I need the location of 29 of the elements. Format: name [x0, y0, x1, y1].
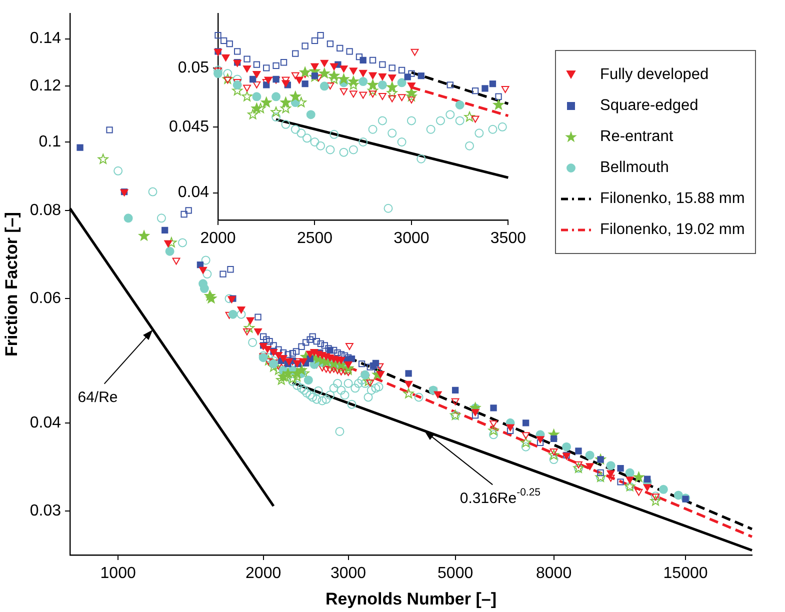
x-tick-label: 3500: [490, 230, 526, 248]
x-tick-label: 2000: [246, 565, 282, 582]
x-tick-label: 1000: [100, 565, 136, 582]
x-tick-label: 15000: [663, 565, 708, 582]
y-tick-label: 0.05: [178, 59, 210, 76]
y-tick-label: 0.12: [30, 77, 62, 94]
legend-label: Bellmouth: [600, 158, 669, 176]
legend-label: Square-edged: [600, 96, 698, 114]
x-tick-label: 3000: [330, 565, 366, 582]
legend-label: Filonenko, 15.88 mm: [600, 190, 745, 208]
annotation: 64/Re: [78, 388, 118, 406]
x-tick-label: 8000: [536, 565, 572, 582]
y-tick-label: 0.08: [30, 202, 62, 219]
legend-label: Fully developed: [600, 66, 709, 84]
y-tick-label: 0.06: [30, 290, 62, 308]
y-tick-label: 0.1: [38, 133, 62, 150]
y-tick-label: 0.03: [30, 502, 62, 520]
legend-label: Filonenko, 19.02 mm: [600, 220, 745, 238]
y-axis-title: Friction Factor [–]: [2, 212, 21, 357]
y-tick-label: 0.045: [168, 118, 210, 136]
y-tick-label: 0.04: [30, 414, 62, 432]
x-tick-label: 3000: [394, 230, 430, 248]
x-tick-label: 5000: [438, 565, 474, 582]
y-tick-label: 0.04: [178, 184, 210, 202]
x-tick-label: 2000: [200, 230, 236, 248]
y-tick-label: 0.14: [30, 30, 62, 48]
x-axis-title: Reynolds Number [–]: [326, 589, 496, 608]
legend-label: Re-entrant: [600, 128, 674, 146]
x-tick-label: 2500: [296, 230, 333, 248]
